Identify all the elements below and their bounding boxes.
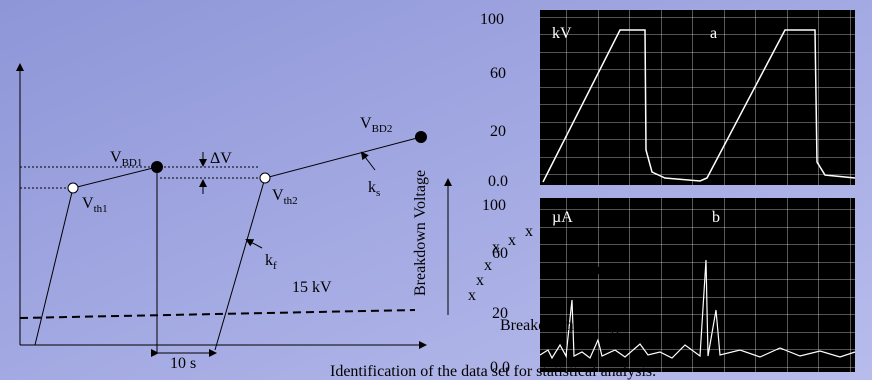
k-s: ks [368,179,380,199]
caption: Identification of the data set for stati… [330,363,656,380]
delta-v: ΔV [210,150,232,167]
scope-a-tick: 60 [490,65,506,82]
scope-b-tick: 20 [492,305,508,322]
scope-a-grid [540,10,855,185]
interval: 10 s [170,355,196,372]
point: x [476,272,484,289]
scope-a-label: a [710,25,717,42]
scope-a-unit: kV [552,25,572,42]
v-th1: Vth1 [82,195,108,215]
schematic [16,63,427,357]
scope-b-tick: 0.0 [490,359,510,376]
point: x [492,239,500,256]
current-trace [539,259,856,360]
scope-a-tick: 20 [490,123,506,140]
v-bd1: VBD1 [110,149,142,169]
v-th2: Vth2 [272,187,298,207]
scope-b-tick: 100 [482,197,506,214]
voltage-trace [542,29,856,183]
k-f: kf [265,252,277,272]
point: x [508,232,516,249]
scope-a-tick: 100 [480,11,504,28]
threshold: 15 kV [292,279,332,296]
scope-b-unit: µA [552,209,573,226]
overlay-series: Data set [570,261,623,278]
overlay-x-title: Breakdown Voltage [500,317,626,334]
scope-b-tick: 60 [492,245,508,262]
scope-b-grid [540,198,855,372]
point: x [484,257,492,274]
v-bd2: VBD2 [360,115,392,135]
scope-a-tick: 0.0 [488,173,508,190]
scope-b-label: b [712,209,720,226]
overlay-axis-title: Breakdown Voltage [412,170,429,296]
point: x [468,287,476,304]
point: x [525,223,533,240]
overlay: Breakdown Voltage x x x x x x Data set B… [412,170,626,334]
